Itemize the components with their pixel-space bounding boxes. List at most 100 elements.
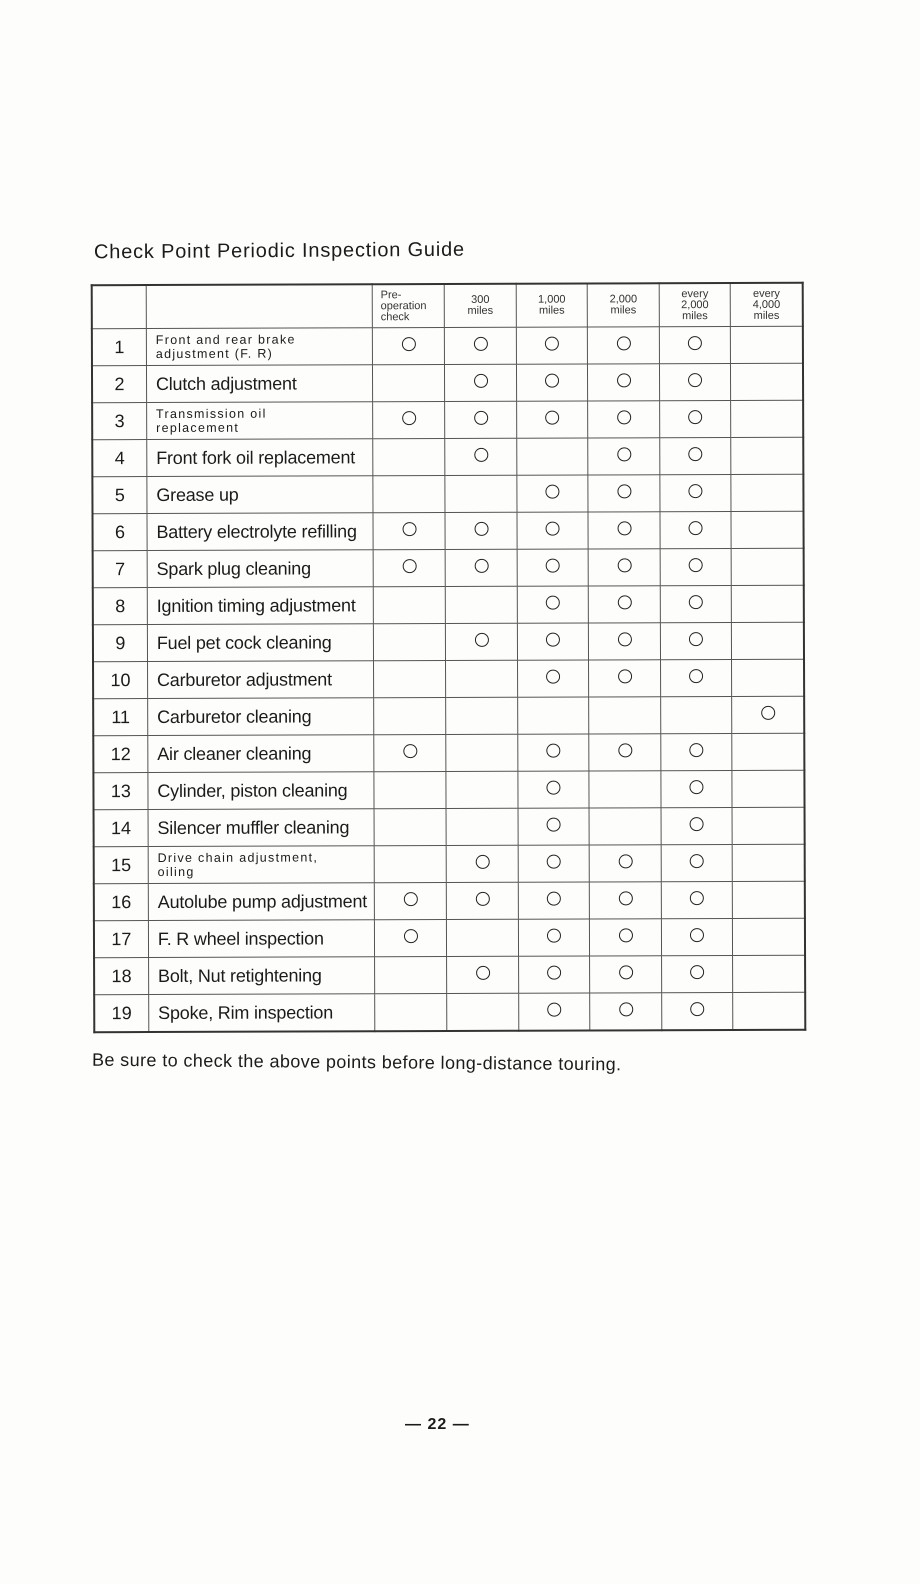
mark-cell	[733, 992, 806, 1031]
mark-cell	[588, 437, 660, 476]
mark-cell	[374, 919, 447, 957]
circle-mark-icon	[545, 632, 560, 647]
circle-mark-icon	[760, 705, 775, 720]
row-item: Front and rear brake adjustment (F. R)	[146, 327, 373, 366]
mark-cell	[372, 401, 446, 439]
circle-mark-icon	[618, 927, 633, 942]
circle-mark-icon	[689, 890, 704, 905]
mark-cell	[517, 845, 590, 883]
circle-mark-icon	[616, 372, 631, 387]
mark-cell	[659, 400, 732, 438]
circle-mark-icon	[690, 964, 705, 979]
mark-cell	[444, 364, 517, 402]
mark-cell	[373, 808, 447, 846]
mark-cell	[445, 512, 517, 550]
circle-mark-icon	[474, 632, 489, 647]
circle-mark-icon	[618, 1001, 633, 1016]
circle-mark-icon	[689, 742, 704, 757]
circle-mark-icon	[474, 521, 489, 536]
circle-mark-icon	[403, 928, 418, 943]
mark-cell	[661, 844, 733, 882]
circle-mark-icon	[689, 816, 704, 831]
mark-cell	[446, 882, 519, 920]
table-row: 4 Front fork oil replacement	[92, 437, 804, 477]
row-number: 19	[94, 994, 149, 1033]
mark-cell	[731, 511, 804, 549]
table-row: 7 Spark plug cleaning	[92, 548, 804, 588]
circle-mark-icon	[617, 557, 632, 572]
page-title: Check Point Periodic Inspection Guide	[93, 238, 465, 264]
mark-cell	[373, 623, 446, 661]
row-number: 5	[92, 476, 147, 514]
row-item: Clutch adjustment	[146, 364, 373, 403]
circle-mark-icon	[617, 668, 632, 683]
table-row: 14 Silencer muffler cleaning	[93, 807, 805, 847]
mark-cell	[731, 400, 804, 438]
mark-cell	[374, 882, 447, 920]
mark-cell	[588, 474, 660, 513]
table-row: 5 Grease up	[92, 474, 804, 514]
circle-mark-icon	[616, 409, 631, 424]
table-row: 6 Battery electrolyte refilling	[92, 511, 804, 551]
circle-mark-icon	[690, 1001, 705, 1016]
circle-mark-icon	[545, 373, 560, 388]
mark-cell	[659, 548, 732, 586]
circle-mark-icon	[475, 891, 490, 906]
header-every-4000-miles: every 4,000 miles	[730, 282, 803, 327]
table-row: 16 Autolube pump adjustment	[93, 881, 805, 921]
mark-cell	[731, 548, 804, 586]
circle-mark-icon	[688, 409, 703, 424]
mark-cell	[732, 844, 805, 882]
mark-cell	[446, 734, 518, 772]
table-row: 19 Spoke, Rim inspection	[94, 992, 806, 1033]
mark-cell	[518, 993, 591, 1031]
table-row: 11 Carburetor cleaning	[93, 696, 805, 736]
mark-cell	[518, 882, 590, 920]
row-item: Autolube pump adjustment	[148, 882, 375, 921]
circle-mark-icon	[690, 927, 705, 942]
circle-mark-icon	[616, 335, 631, 350]
mark-cell	[661, 918, 733, 956]
circle-mark-icon	[544, 336, 559, 351]
mark-cell	[372, 475, 446, 513]
mark-cell	[589, 918, 662, 957]
circle-mark-icon	[546, 743, 561, 758]
mark-cell	[372, 364, 445, 402]
row-item: Transmission oil replacement	[146, 401, 373, 440]
mark-cell	[517, 623, 589, 661]
table-row: 10 Carburetor adjustment	[93, 659, 805, 699]
row-item: Air cleaner cleaning	[147, 734, 374, 773]
mark-cell	[446, 956, 519, 994]
mark-cell	[588, 696, 661, 735]
circle-mark-icon	[688, 335, 703, 350]
circle-mark-icon	[402, 743, 417, 758]
table-row: 2 Clutch adjustment	[91, 363, 804, 403]
circle-mark-icon	[545, 521, 560, 536]
mark-cell	[517, 697, 590, 735]
row-item: Silencer muffler cleaning	[147, 808, 375, 847]
row-item: Ignition timing adjustment	[147, 586, 374, 625]
table-row: 17 F. R wheel inspection	[93, 918, 806, 958]
mark-cell	[588, 659, 661, 698]
mark-cell	[373, 734, 447, 772]
table-row: 13 Cylinder, piston cleaning	[93, 770, 805, 810]
row-item: Drive chain adjustment, oiling	[148, 845, 375, 884]
row-item: Carburetor cleaning	[147, 697, 374, 736]
row-number: 2	[91, 365, 147, 403]
circle-mark-icon	[546, 817, 561, 832]
page-number: — 22 —	[405, 1416, 470, 1433]
mark-cell	[374, 845, 447, 883]
row-number: 7	[92, 550, 148, 588]
mark-cell	[588, 622, 661, 661]
mark-cell	[660, 733, 733, 771]
mark-cell	[589, 807, 662, 846]
mark-cell	[589, 992, 662, 1031]
circle-mark-icon	[689, 853, 704, 868]
circle-mark-icon	[547, 1002, 562, 1017]
circle-mark-icon	[547, 965, 562, 980]
mark-cell	[516, 364, 588, 402]
circle-mark-icon	[473, 336, 488, 351]
row-item: F. R wheel inspection	[148, 919, 375, 958]
mark-cell	[516, 401, 589, 439]
mark-cell	[444, 401, 517, 439]
